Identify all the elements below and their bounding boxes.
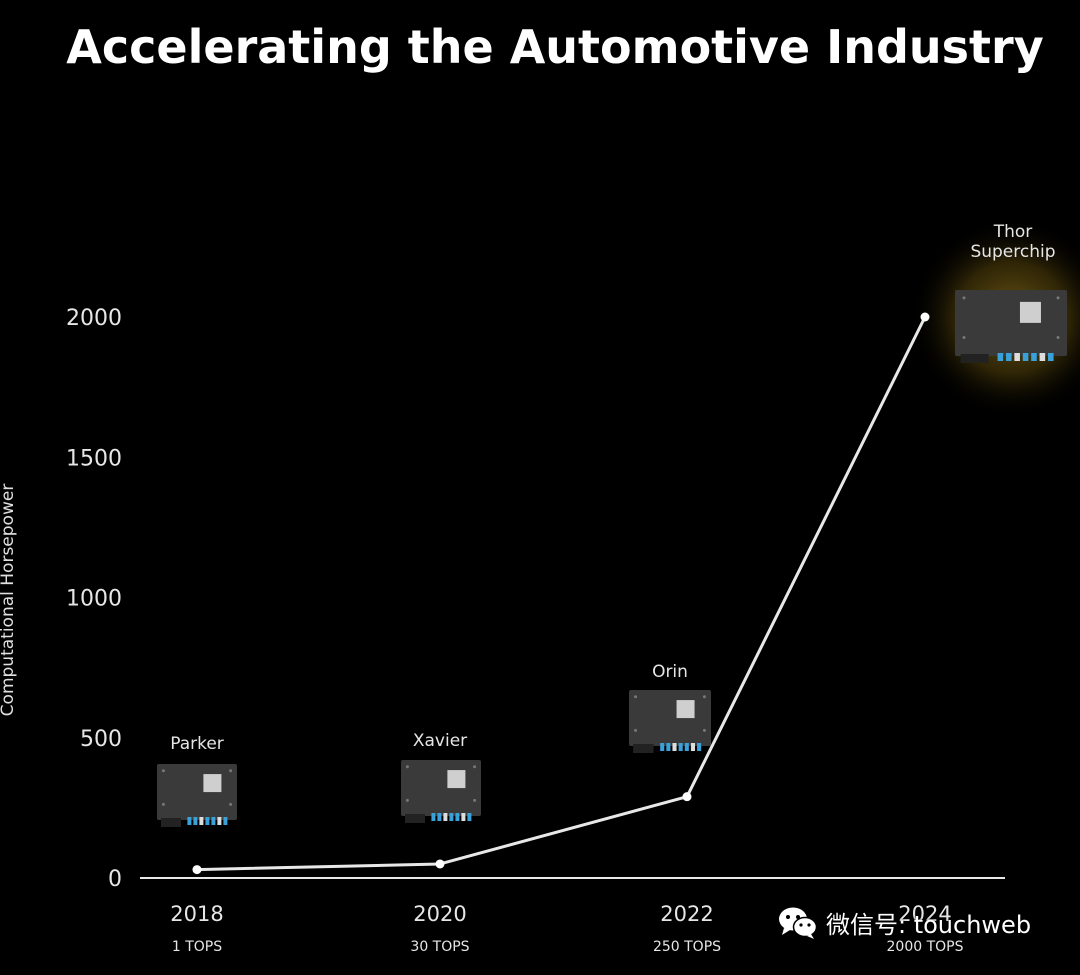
y-tick-label: 1500: [66, 446, 122, 471]
x-tick-sublabel: 30 TOPS: [410, 939, 469, 955]
chip-name-label: Superchip: [970, 242, 1055, 262]
y-axis-ticks: 0 500 1000 1500 2000: [66, 306, 122, 892]
series-layer: [192, 312, 930, 875]
x-tick-label: 2022: [660, 902, 713, 926]
series-line: [196, 316, 927, 872]
wechat-icon: [779, 907, 818, 939]
chip-board: [157, 764, 237, 827]
chip-name-label: Xavier: [413, 731, 467, 751]
y-axis-label: Computational Horsepower: [0, 484, 18, 717]
x-tick-label: 2020: [413, 902, 466, 926]
watermark-text: 微信号: touchweb: [826, 911, 1032, 939]
x-tick-sublabel: 1 TOPS: [172, 939, 222, 955]
x-axis-labels: 2018 1 TOPS 2020 30 TOPS 2022 250 TOPS 2024 200…: [170, 902, 963, 955]
y-tick-label: 500: [80, 727, 122, 752]
y-tick-label: 2000: [66, 306, 122, 331]
data-point: [920, 312, 930, 322]
chip-board: [955, 290, 1067, 363]
watermark: 微信号: touchweb: [778, 905, 1031, 940]
y-tick-label: 0: [108, 867, 122, 892]
chip-name-label: Parker: [170, 734, 224, 754]
data-point: [682, 792, 692, 802]
chip-name-label: Thor: [993, 222, 1033, 242]
chip-board: [401, 760, 481, 823]
chart-title: Accelerating the Automotive Industry: [66, 20, 1043, 74]
data-point: [192, 865, 202, 875]
x-tick-label: 2018: [170, 902, 223, 926]
x-tick-label: 2024: [898, 902, 951, 926]
chip-board: [629, 690, 711, 753]
y-tick-label: 1000: [66, 587, 122, 612]
chip-name-label: Orin: [652, 662, 688, 682]
x-tick-sublabel: 250 TOPS: [653, 939, 721, 955]
data-point: [435, 859, 445, 869]
x-tick-sublabel: 2000 TOPS: [887, 939, 964, 955]
